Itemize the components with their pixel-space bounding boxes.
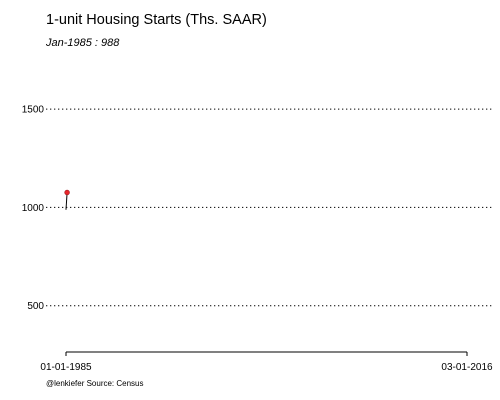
grid-lines xyxy=(46,108,492,307)
chart-subtitle: Jan-1985 : 988 xyxy=(46,37,120,49)
y-tick-label-500: 500 xyxy=(27,301,44,312)
x-axis: 01-01-1985 03-01-2016 xyxy=(40,351,493,373)
series-group xyxy=(64,189,70,210)
x-tick-label-1: 03-01-2016 xyxy=(441,362,493,373)
series-line-0 xyxy=(65,192,68,210)
highlight-point xyxy=(64,189,70,196)
chart-title: 1-unit Housing Starts (Ths. SAAR) xyxy=(46,12,267,28)
y-tick-label-1500: 1500 xyxy=(22,105,45,116)
y-tick-label-1000: 1000 xyxy=(22,203,45,214)
y-axis-tick-labels: 500 1000 1500 xyxy=(22,105,45,313)
chart-caption: @lenkiefer Source: Census xyxy=(46,379,144,388)
x-tick-label-0: 01-01-1985 xyxy=(40,362,92,373)
